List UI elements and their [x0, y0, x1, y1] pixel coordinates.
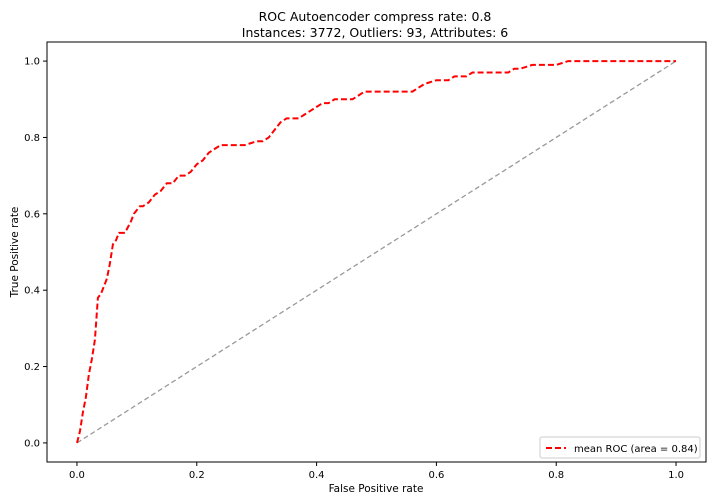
y-tick-label: 0.6 [24, 209, 40, 220]
x-tick-label: 0.2 [189, 470, 205, 481]
x-tick-label: 0.6 [428, 470, 444, 481]
y-tick-label: 0.0 [24, 438, 40, 449]
plot-frame [46, 41, 707, 463]
chance-diagonal-line [76, 60, 677, 444]
legend: mean ROC (area = 0.84) [539, 436, 701, 459]
y-tick-label: 0.4 [24, 286, 40, 297]
x-tick-label: 0.4 [309, 470, 325, 481]
x-tick-label: 0.8 [548, 470, 564, 481]
x-tick-label: 1.0 [668, 470, 684, 481]
legend-box [539, 436, 701, 459]
y-axis: 0.0 0.2 0.4 0.6 0.8 1.0 [24, 57, 47, 449]
y-tick-label: 0.2 [24, 362, 40, 373]
x-tick-label: 0.0 [69, 470, 85, 481]
roc-curve-line [76, 60, 676, 444]
chart-subtitle: Instances: 3772, Outliers: 93, Attribute… [242, 25, 509, 40]
plot-area [76, 60, 677, 444]
legend-label: mean ROC (area = 0.84) [574, 444, 698, 455]
y-axis-label: True Positive rate [9, 207, 21, 299]
chart-title: ROC Autoencoder compress rate: 0.8 [259, 9, 492, 24]
y-tick-label: 0.8 [24, 133, 40, 144]
x-axis: 0.0 0.2 0.4 0.6 0.8 1.0 [69, 462, 684, 481]
y-tick-label: 1.0 [24, 57, 40, 68]
x-axis-label: False Positive rate [329, 483, 424, 495]
